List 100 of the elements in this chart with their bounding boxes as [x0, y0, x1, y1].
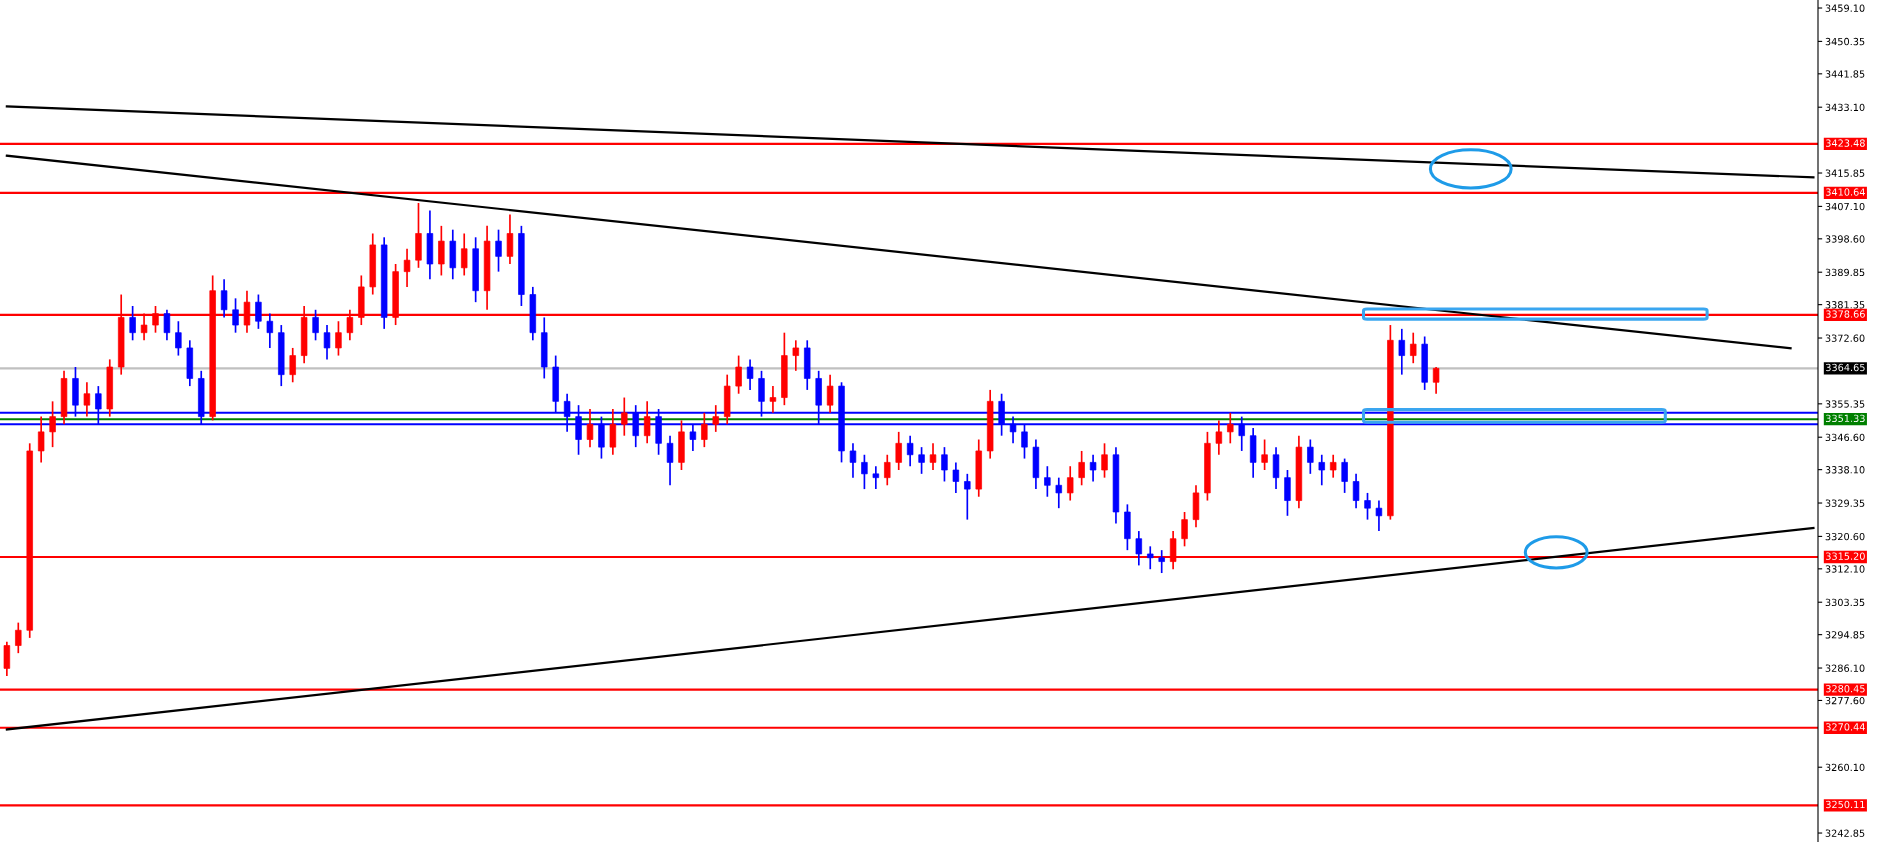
candlestick: [1101, 442, 1108, 479]
candlestick: [666, 434, 674, 487]
ref-line-label: 3351.33: [1826, 414, 1865, 422]
y-tick-label: 3441.85: [1825, 70, 1865, 78]
y-tick-label: 3355.35: [1825, 400, 1865, 408]
candlestick: [1044, 465, 1051, 498]
candlestick: [255, 293, 262, 330]
ref-line-label: 3270.44: [1826, 723, 1865, 731]
candlestick: [506, 213, 514, 265]
ref-line-label: 3378.66: [1826, 310, 1865, 318]
candlestick: [289, 347, 296, 384]
candlestick: [872, 465, 880, 490]
y-tick-label: 3450.35: [1825, 37, 1865, 46]
candlestick: [1272, 446, 1280, 490]
candlestick: [266, 312, 274, 349]
candlestick: [163, 308, 171, 342]
candlestick: [1329, 453, 1337, 479]
candlestick: [964, 473, 971, 521]
candlestick: [1135, 530, 1143, 567]
candlestick: [586, 408, 594, 448]
candlestick: [701, 411, 708, 448]
candlestick: [323, 324, 331, 361]
candlestick: [1261, 438, 1268, 471]
candlestick: [1147, 545, 1154, 571]
y-tick-label: 3398.60: [1825, 235, 1865, 243]
y-tick-label: 3407.10: [1825, 202, 1865, 211]
y-tick-label: 3389.85: [1825, 268, 1865, 277]
candlestick: [1307, 438, 1314, 475]
candlestick: [1089, 453, 1097, 483]
candlestick: [895, 431, 902, 471]
y-tick-label: 3346.60: [1825, 433, 1865, 442]
candlestick: [438, 225, 445, 277]
candlestick: [1078, 450, 1085, 487]
candlestick: [37, 415, 45, 464]
candlestick: [335, 320, 342, 357]
y-tick-label: 3459.10: [1825, 4, 1865, 12]
candlestick: [1432, 366, 1440, 395]
ref-line-label: 3250.11: [1826, 800, 1865, 809]
candlestick: [918, 446, 925, 475]
candlestick: [712, 404, 719, 433]
candlestick: [1215, 419, 1223, 456]
y-tick-label: 3338.10: [1825, 466, 1865, 474]
candlestick: [849, 442, 857, 479]
y-tick-label: 3415.85: [1825, 169, 1865, 177]
candlestick: [49, 400, 56, 448]
candlestick: [1341, 457, 1348, 494]
candlestick: [1352, 473, 1360, 510]
candlestick: [1375, 499, 1383, 532]
y-tick-label: 3294.85: [1825, 631, 1865, 639]
candlestick: [861, 453, 868, 490]
y-tick-label: 3277.60: [1825, 696, 1865, 705]
y-tick-label: 3242.85: [1825, 829, 1865, 837]
candlestick: [1227, 411, 1234, 445]
candlestick: [1067, 465, 1074, 502]
y-tick-label: 3372.60: [1825, 334, 1865, 342]
candlestick: [621, 396, 628, 437]
candlestick: [3, 640, 11, 677]
candlestick: [1158, 549, 1165, 574]
y-tick-label: 3329.35: [1825, 499, 1865, 507]
candlestick: [735, 354, 742, 395]
candlestick: [1410, 331, 1417, 365]
y-tick-label: 3381.35: [1825, 301, 1865, 309]
candlestick: [1398, 328, 1406, 376]
candlestick: [312, 308, 319, 342]
candlestick: [461, 232, 468, 277]
y-tick-label: 3320.60: [1825, 532, 1865, 541]
candlestick: [929, 442, 937, 471]
candlestick: [175, 320, 182, 357]
ref-line-label: 3423.48: [1826, 139, 1865, 147]
candlestick: [826, 373, 834, 414]
candlestick: [769, 385, 777, 414]
candlestick: [495, 228, 502, 273]
candlestick: [1055, 476, 1062, 510]
candlestick: [643, 400, 651, 445]
candlestick: [220, 278, 228, 319]
candlestick: [1318, 453, 1325, 487]
candlestick: [15, 621, 22, 654]
candlestick: [83, 381, 91, 418]
y-tick-label: 3260.10: [1825, 763, 1865, 772]
y-tick-label: 3286.10: [1825, 664, 1865, 672]
candlestick: [129, 305, 136, 342]
candlestick: [884, 453, 891, 487]
ref-line-label: 3280.45: [1826, 685, 1865, 693]
candlestick: [1364, 492, 1371, 521]
candlestick: [906, 434, 914, 468]
candlestick: [609, 408, 617, 456]
y-tick-label: 3312.10: [1825, 565, 1865, 573]
candlestick: [746, 358, 754, 391]
ref-line-label: 3364.65: [1826, 363, 1865, 372]
candlestick: [941, 446, 948, 483]
candlestick: [792, 339, 800, 372]
ref-line-label: 3315.20: [1826, 552, 1865, 560]
y-tick-label: 3303.35: [1825, 598, 1865, 607]
candlestick: [232, 297, 239, 334]
y-tick-label: 3433.10: [1825, 103, 1865, 112]
candlestick: [952, 461, 960, 494]
candlestick: [1284, 469, 1291, 517]
candlestick: [403, 247, 411, 288]
candlestick: [1181, 511, 1188, 548]
ref-line-label: 3410.64: [1826, 188, 1865, 196]
